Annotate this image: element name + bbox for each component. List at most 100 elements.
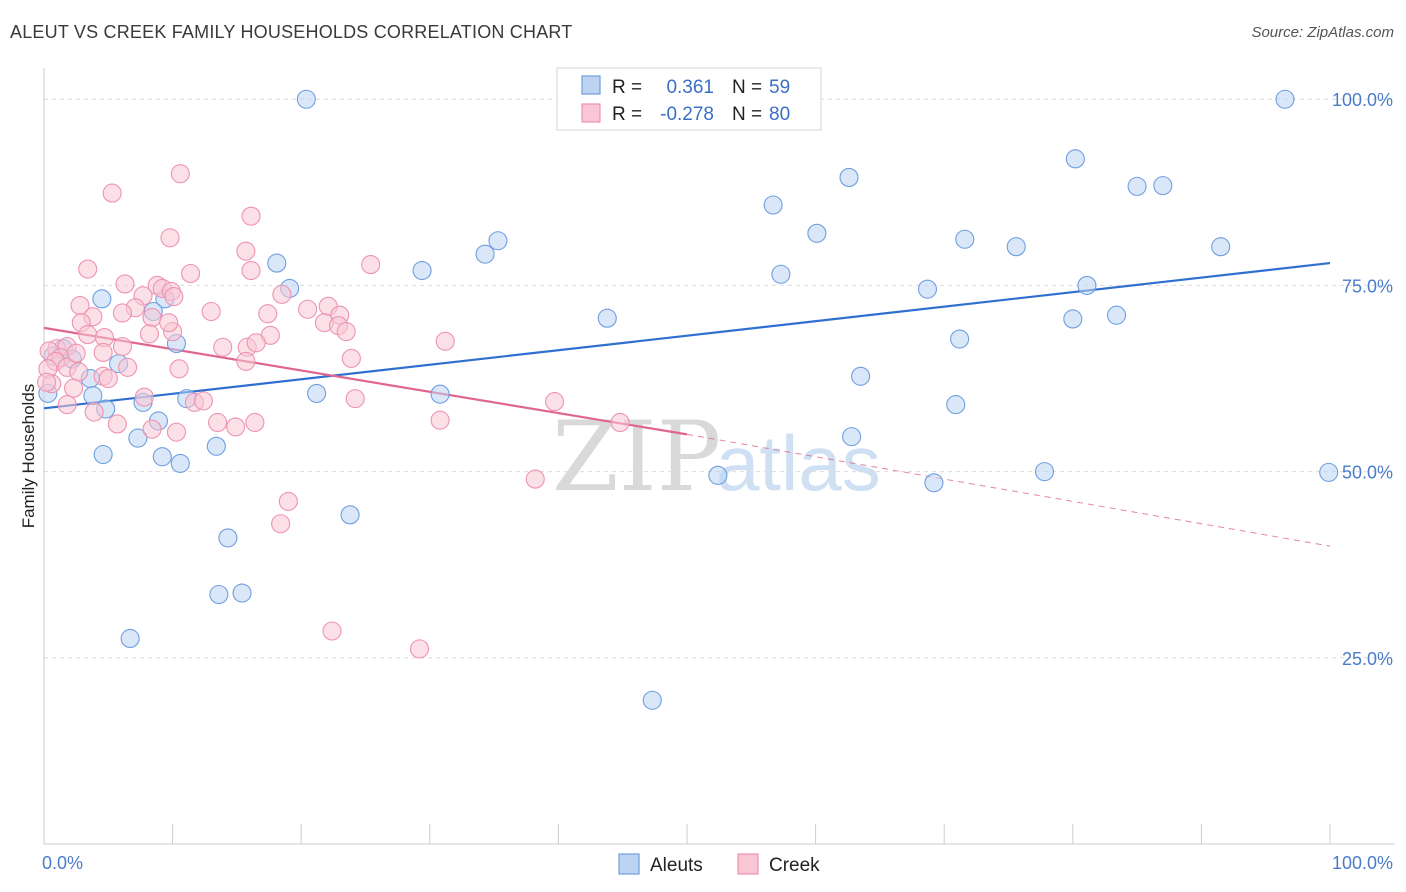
point-creek-21 [112,303,132,323]
point-creek-35 [112,336,132,357]
point-creek-50 [69,362,89,382]
point-aleuts-15 [412,260,432,281]
point-aleuts-46 [93,444,113,465]
data-points [37,89,1339,710]
point-aleuts-35 [307,383,327,403]
x-tick-label-0: 0.0% [42,853,83,873]
legend-swatch-creek [737,853,759,875]
point-aleuts-58 [152,447,172,467]
point-aleuts-4 [839,167,859,187]
point-creek-72 [37,372,57,392]
chart-title: ALEUT VS CREEK FAMILY HOUSEHOLDS CORRELA… [10,22,573,42]
point-creek-76 [118,357,138,377]
axes [43,68,1395,845]
point-creek-62 [208,412,228,433]
point-aleuts-43 [128,428,148,448]
point-creek-68 [278,491,298,511]
point-aleuts-13 [475,244,495,264]
point-creek-73 [66,343,86,363]
point-aleuts-33 [851,366,871,386]
point-creek-14 [164,287,184,307]
point-creek-36 [213,337,233,357]
trend-line-creek [43,326,688,436]
stats-swatch-aleuts [581,75,601,95]
point-aleuts-14 [267,253,287,273]
watermark-zip: ZIP [552,401,721,513]
y-axis-title: Family Households [19,384,38,529]
tick-labels: 25.0% 50.0% 75.0% 100.0% 0.0% 100.0% [42,90,1393,873]
stats-r-value-aleuts: 0.361 [666,77,714,98]
point-aleuts-45 [206,436,226,456]
point-creek-60 [107,414,127,434]
point-aleuts-57 [642,690,662,710]
point-creek-55 [345,389,365,409]
point-creek-53 [64,378,84,398]
stats-r-label-creek: R = [612,104,642,125]
point-aleuts-0 [296,89,316,109]
point-aleuts-48 [708,465,728,485]
point-creek-38 [246,333,266,353]
point-creek-2 [241,206,261,226]
point-creek-65 [610,412,630,433]
series-legend: Aleuts Creek [618,853,820,876]
point-creek-66 [166,422,187,442]
point-aleuts-8 [488,231,508,251]
point-creek-6 [78,259,98,279]
point-aleuts-9 [807,223,827,243]
x-tick-label-1: 100.0% [1332,853,1393,873]
point-aleuts-3 [1065,149,1085,169]
trend-line-aleuts [43,261,1331,410]
point-aleuts-2 [1275,89,1295,109]
stats-n-value-creek: 80 [769,104,790,125]
legend-label-aleuts: Aleuts [650,855,703,876]
point-aleuts-16 [771,264,791,284]
point-creek-57 [544,392,565,412]
point-creek-30 [78,325,98,345]
trend-line-creek-extrapolated [686,433,1331,547]
legend-swatch-aleuts [618,853,640,875]
point-aleuts-20 [92,289,112,309]
stats-swatch-creek [581,103,601,123]
point-creek-74 [193,391,214,411]
source-credit: Source: ZipAtlas.com [1251,24,1394,41]
point-creek-75 [98,368,118,389]
point-creek-13 [272,284,292,304]
point-aleuts-25 [1106,305,1127,325]
point-creek-3 [160,228,180,248]
point-aleuts-12 [1211,237,1231,257]
stats-legend: R = 0.361 N = 59 R = -0.278 N = 80 [556,67,822,131]
point-creek-54 [134,387,154,407]
point-creek-77 [226,417,246,437]
point-creek-49 [169,359,189,379]
point-creek-67 [525,469,545,489]
point-aleuts-51 [1319,462,1339,482]
point-aleuts-39 [946,395,966,415]
point-aleuts-24 [1063,309,1083,329]
point-creek-69 [271,514,291,534]
point-creek-71 [409,639,430,659]
y-tick-label-0: 25.0% [1342,649,1393,669]
point-creek-9 [115,274,135,294]
stats-n-value-aleuts: 59 [769,77,790,98]
point-creek-78 [159,313,179,333]
point-creek-23 [142,307,162,328]
point-creek-59 [84,402,104,422]
point-creek-58 [57,395,77,415]
stats-r-value-creek: -0.278 [660,104,714,125]
point-creek-7 [241,260,261,281]
point-creek-4 [236,241,256,261]
point-aleuts-27 [950,329,970,349]
point-aleuts-10 [955,229,975,249]
point-aleuts-54 [209,584,229,605]
point-creek-61 [142,419,162,439]
point-creek-0 [170,164,190,184]
point-creek-8 [181,263,201,284]
point-aleuts-50 [1034,462,1055,482]
point-aleuts-6 [1127,176,1147,196]
point-aleuts-19 [1077,275,1097,295]
point-aleuts-18 [917,279,938,299]
stats-n-label-creek: N = [732,104,762,125]
point-creek-64 [430,410,450,430]
point-creek-18 [298,299,318,319]
